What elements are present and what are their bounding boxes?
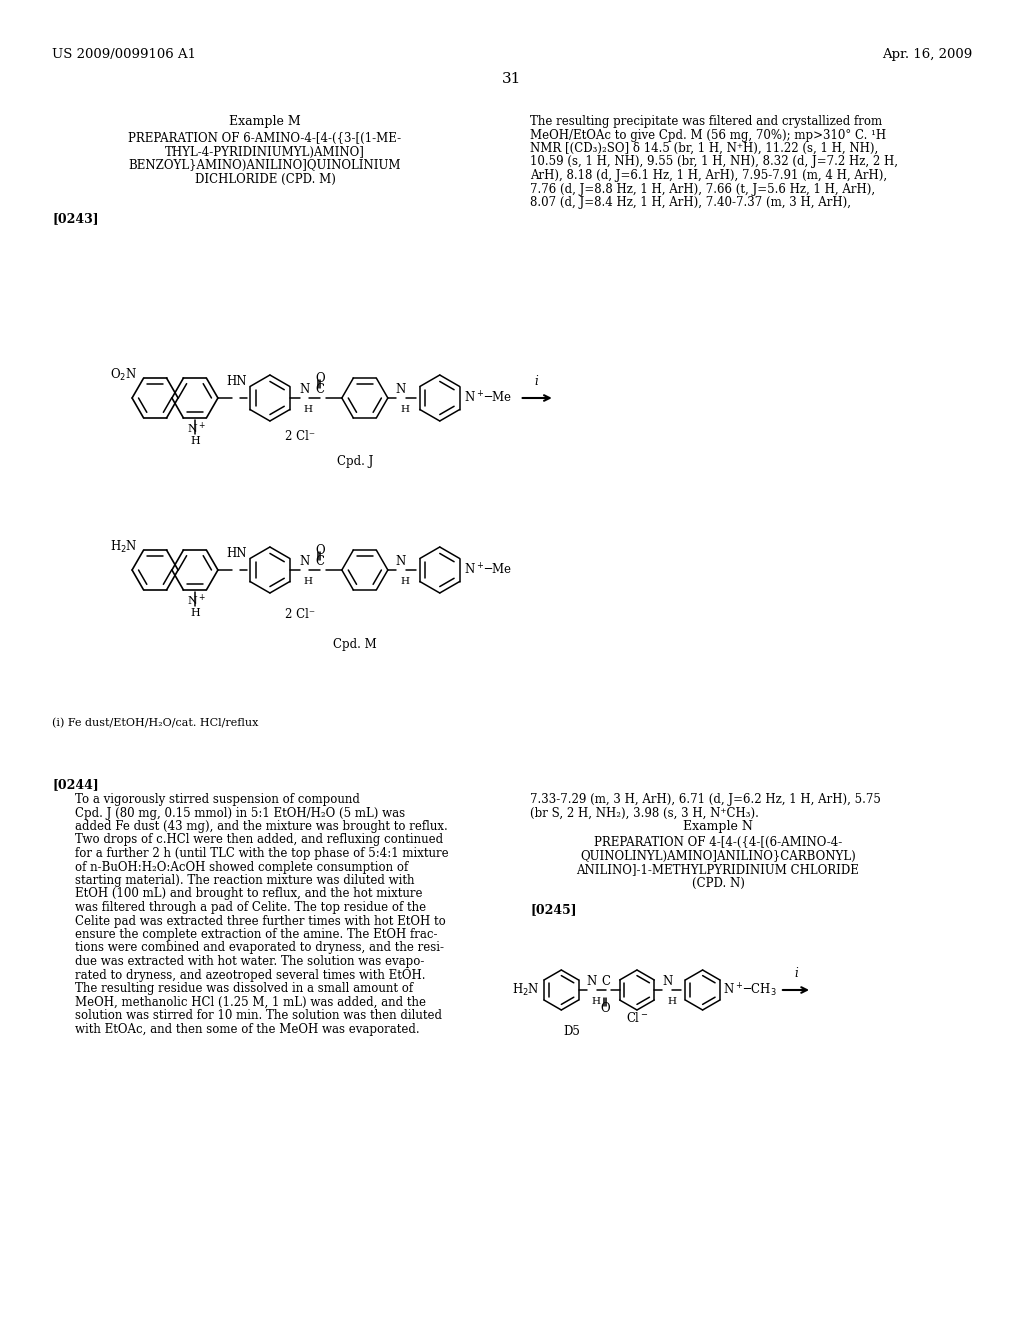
Text: N: N [587,975,597,987]
Text: H: H [400,577,410,586]
Text: Cpd. J: Cpd. J [337,455,373,469]
Text: added Fe dust (43 mg), and the mixture was brought to reflux.: added Fe dust (43 mg), and the mixture w… [75,820,447,833]
Text: H: H [668,997,676,1006]
Text: C: C [601,975,610,987]
Text: N$^+$─Me: N$^+$─Me [464,391,512,405]
Text: [0244]: [0244] [52,777,98,791]
Text: N: N [663,975,673,987]
Text: EtOH (100 mL) and brought to reflux, and the hot mixture: EtOH (100 mL) and brought to reflux, and… [75,887,423,900]
Text: H: H [400,405,410,414]
Text: NMR [(CD₃)₂SO] δ 14.5 (br, 1 H, N⁺H), 11.22 (s, 1 H, NH),: NMR [(CD₃)₂SO] δ 14.5 (br, 1 H, N⁺H), 11… [530,143,879,154]
Text: The resulting residue was dissolved in a small amount of: The resulting residue was dissolved in a… [75,982,413,995]
Text: Example M: Example M [229,115,301,128]
Text: H$_2$N: H$_2$N [110,539,137,556]
Text: Celite pad was extracted three further times with hot EtOH to: Celite pad was extracted three further t… [75,915,445,928]
Text: HN: HN [226,375,247,388]
Text: O: O [315,371,325,384]
Text: 31: 31 [503,73,521,86]
Text: To a vigorously stirred suspension of compound: To a vigorously stirred suspension of co… [75,793,359,807]
Text: N$^+$─Me: N$^+$─Me [464,562,512,578]
Text: [0245]: [0245] [530,903,577,916]
Text: QUINOLINYL)AMINO]ANILINO}CARBONYL): QUINOLINYL)AMINO]ANILINO}CARBONYL) [581,850,856,862]
Text: N: N [300,383,310,396]
Text: 2 Cl⁻: 2 Cl⁻ [285,609,315,620]
Text: H: H [592,997,601,1006]
Text: DICHLORIDE (CPD. M): DICHLORIDE (CPD. M) [195,173,336,186]
Text: D5: D5 [563,1026,580,1038]
Text: starting material). The reaction mixture was diluted with: starting material). The reaction mixture… [75,874,415,887]
Text: (i) Fe dust/EtOH/H₂O/cat. HCl/reflux: (i) Fe dust/EtOH/H₂O/cat. HCl/reflux [52,718,258,729]
Text: O: O [315,544,325,557]
Text: tions were combined and evaporated to dryness, and the resi-: tions were combined and evaporated to dr… [75,941,444,954]
Text: H: H [304,577,313,586]
Text: Example N: Example N [683,820,753,833]
Text: for a further 2 h (until TLC with the top phase of 5:4:1 mixture: for a further 2 h (until TLC with the to… [75,847,449,861]
Text: due was extracted with hot water. The solution was evapo-: due was extracted with hot water. The so… [75,954,424,968]
Text: N: N [300,554,310,568]
Text: N$^+$: N$^+$ [187,593,207,609]
Text: 7.76 (d, J=8.8 Hz, 1 H, ArH), 7.66 (t, J=5.6 Hz, 1 H, ArH),: 7.76 (d, J=8.8 Hz, 1 H, ArH), 7.66 (t, J… [530,182,876,195]
Text: i: i [535,375,539,388]
Text: 2 Cl⁻: 2 Cl⁻ [285,430,315,444]
Text: Cpd. M: Cpd. M [333,638,377,651]
Text: rated to dryness, and azeotroped several times with EtOH.: rated to dryness, and azeotroped several… [75,969,426,982]
Text: 10.59 (s, 1 H, NH), 9.55 (br, 1 H, NH), 8.32 (d, J=7.2 Hz, 2 H,: 10.59 (s, 1 H, NH), 9.55 (br, 1 H, NH), … [530,156,898,169]
Text: C: C [315,383,325,396]
Text: O$_2$N: O$_2$N [111,367,137,383]
Text: MeOH, methanolic HCl (1.25 M, 1 mL) was added, and the: MeOH, methanolic HCl (1.25 M, 1 mL) was … [75,995,426,1008]
Text: N: N [396,383,407,396]
Text: PREPARATION OF 4-[4-({4-[(6-AMINO-4-: PREPARATION OF 4-[4-({4-[(6-AMINO-4- [594,836,842,849]
Text: O: O [601,1002,610,1015]
Text: H: H [190,436,200,446]
Text: Two drops of c.HCl were then added, and refluxing continued: Two drops of c.HCl were then added, and … [75,833,443,846]
Text: The resulting precipitate was filtered and crystallized from: The resulting precipitate was filtered a… [530,115,882,128]
Text: i: i [794,968,798,979]
Text: C: C [315,554,325,568]
Text: 7.33-7.29 (m, 3 H, ArH), 6.71 (d, J=6.2 Hz, 1 H, ArH), 5.75: 7.33-7.29 (m, 3 H, ArH), 6.71 (d, J=6.2 … [530,793,881,807]
Text: BENZOYL}AMINO)ANILINO]QUINOLINIUM: BENZOYL}AMINO)ANILINO]QUINOLINIUM [129,158,401,172]
Text: H: H [304,405,313,414]
Text: H$_2$N: H$_2$N [512,982,540,998]
Text: Cl$^-$: Cl$^-$ [626,1011,648,1026]
Text: Apr. 16, 2009: Apr. 16, 2009 [882,48,972,61]
Text: N: N [396,554,407,568]
Text: ANILINO]-1-METHYLPYRIDINIUM CHLORIDE: ANILINO]-1-METHYLPYRIDINIUM CHLORIDE [577,863,859,876]
Text: N$^+$: N$^+$ [187,421,207,436]
Text: with EtOAc, and then some of the MeOH was evaporated.: with EtOAc, and then some of the MeOH wa… [75,1023,420,1035]
Text: (br S, 2 H, NH₂), 3.98 (s, 3 H, N⁺CH₃).: (br S, 2 H, NH₂), 3.98 (s, 3 H, N⁺CH₃). [530,807,759,820]
Text: THYL-4-PYRIDINIUMYL)AMINO]: THYL-4-PYRIDINIUMYL)AMINO] [165,145,365,158]
Text: MeOH/EtOAc to give Cpd. M (56 mg, 70%); mp>310° C. ¹H: MeOH/EtOAc to give Cpd. M (56 mg, 70%); … [530,128,886,141]
Text: US 2009/0099106 A1: US 2009/0099106 A1 [52,48,196,61]
Text: 8.07 (d, J=8.4 Hz, 1 H, ArH), 7.40-7.37 (m, 3 H, ArH),: 8.07 (d, J=8.4 Hz, 1 H, ArH), 7.40-7.37 … [530,195,851,209]
Text: N$^+$─CH$_3$: N$^+$─CH$_3$ [723,981,777,999]
Text: solution was stirred for 10 min. The solution was then diluted: solution was stirred for 10 min. The sol… [75,1008,442,1022]
Text: of n-BuOH:H₂O:AcOH showed complete consumption of: of n-BuOH:H₂O:AcOH showed complete consu… [75,861,409,874]
Text: (CPD. N): (CPD. N) [691,876,744,890]
Text: HN: HN [226,546,247,560]
Text: ensure the complete extraction of the amine. The EtOH frac-: ensure the complete extraction of the am… [75,928,437,941]
Text: was filtered through a pad of Celite. The top residue of the: was filtered through a pad of Celite. Th… [75,902,426,913]
Text: PREPARATION OF 6-AMINO-4-[4-({3-[(1-ME-: PREPARATION OF 6-AMINO-4-[4-({3-[(1-ME- [128,132,401,145]
Text: [0243]: [0243] [52,213,98,224]
Text: ArH), 8.18 (d, J=6.1 Hz, 1 H, ArH), 7.95-7.91 (m, 4 H, ArH),: ArH), 8.18 (d, J=6.1 Hz, 1 H, ArH), 7.95… [530,169,887,182]
Text: Cpd. J (80 mg, 0.15 mmol) in 5:1 EtOH/H₂O (5 mL) was: Cpd. J (80 mg, 0.15 mmol) in 5:1 EtOH/H₂… [75,807,406,820]
Text: H: H [190,609,200,618]
